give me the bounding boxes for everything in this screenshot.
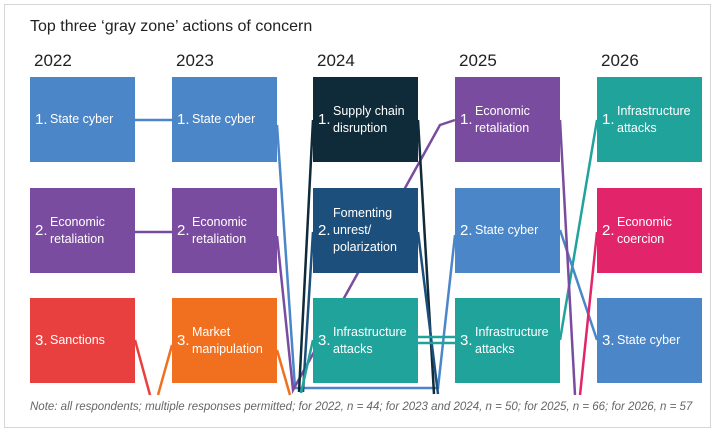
action-box: 1. Infrastructure attacks (597, 77, 702, 162)
action-box: 3. Market manipulation (172, 298, 277, 383)
year-label: 2022 (34, 51, 72, 70)
action-label: Economic retaliation (475, 103, 530, 135)
rank: 1. (35, 111, 48, 128)
rank: 2. (460, 222, 473, 239)
action-box: 3. Sanctions (30, 298, 135, 383)
rank: 3. (35, 332, 48, 349)
connector (416, 231, 440, 395)
rank: 1. (460, 111, 473, 128)
action-box: 2. Economic retaliation (172, 188, 277, 273)
year-label: 2024 (317, 51, 355, 70)
rank: 1. (177, 111, 190, 128)
rank: 1. (602, 111, 615, 128)
action-label: Supply chain disruption (333, 103, 405, 135)
action-box: 1. Economic retaliation (455, 77, 560, 162)
action-label: State cyber (192, 112, 256, 127)
action-label: Infrastructure attacks (617, 103, 691, 135)
action-box: 2. State cyber (455, 188, 560, 273)
action-label: Market manipulation (192, 324, 263, 356)
rank: 2. (318, 222, 331, 239)
connector (299, 339, 315, 394)
title: Top three ‘gray zone’ actions of concern (30, 18, 313, 35)
action-box: 1. State cyber (30, 77, 135, 162)
action-label: State cyber (50, 112, 114, 127)
rank: 3. (460, 332, 473, 349)
connector (578, 231, 599, 396)
action-label: Infrastructure attacks (475, 324, 549, 356)
action-box: 2. Fomenting unrest/ polarization (313, 188, 418, 273)
rank: 2. (602, 222, 615, 239)
action-label: State cyber (475, 223, 539, 238)
action-box: 3. Infrastructure attacks (313, 298, 418, 383)
action-box: 3. Infrastructure attacks (455, 298, 560, 383)
connector (133, 339, 152, 396)
connector (275, 349, 292, 396)
action-box: 1. State cyber (172, 77, 277, 162)
rank: 3. (602, 332, 615, 349)
action-label: Economic retaliation (192, 214, 247, 246)
action-label: Economic retaliation (50, 214, 105, 246)
rank: 3. (318, 332, 331, 349)
frame (4, 4, 711, 428)
action-box: 1. Supply chain disruption (313, 77, 418, 162)
year-label: 2023 (176, 51, 214, 70)
rank: 3. (177, 332, 190, 349)
connector (301, 231, 315, 393)
connector (156, 344, 174, 396)
year-label: 2025 (459, 51, 497, 70)
rank: 2. (35, 222, 48, 239)
connector (558, 119, 577, 396)
rank: 2. (177, 222, 190, 239)
connector (275, 124, 457, 390)
action-label: Economic coercion (617, 214, 672, 246)
action-label: Fomenting unrest/ polarization (333, 206, 397, 254)
action-box: 2. Economic coercion (597, 188, 702, 273)
rank: 1. (318, 111, 331, 128)
action-label: Sanctions (50, 333, 105, 348)
action-label: Infrastructure attacks (333, 324, 407, 356)
action-label: State cyber (617, 333, 681, 348)
note: Note: all respondents; multiple response… (30, 401, 693, 413)
action-box: 3. State cyber (597, 298, 702, 383)
action-box: 2. Economic retaliation (30, 188, 135, 273)
connector (558, 119, 599, 341)
year-label: 2026 (601, 51, 639, 70)
connector (297, 119, 315, 393)
